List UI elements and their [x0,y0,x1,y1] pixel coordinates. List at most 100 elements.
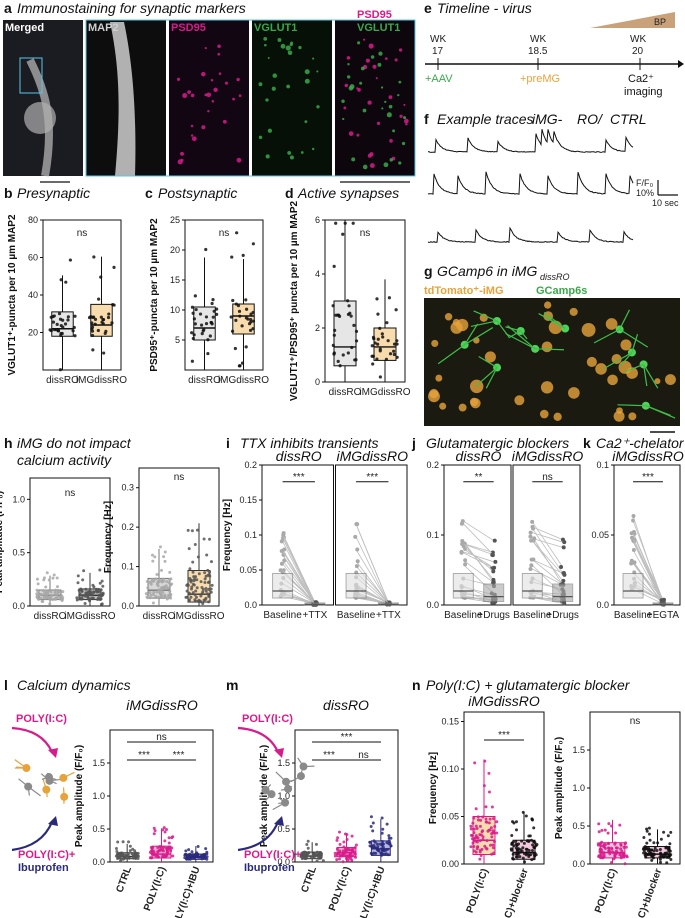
panel-e-letter: e [424,0,432,16]
x-label-i-0-1: +TTX [303,610,328,621]
data-point-h1 [39,593,43,597]
data-point-l [190,850,194,854]
x-label-j-1-0: Baseline [513,610,552,621]
data-point-c [247,322,252,326]
data-point-j [529,538,534,543]
data-point-h2 [209,590,213,594]
process-m [285,779,297,783]
data-point-d [331,343,335,347]
data-point-i [355,559,360,564]
data-point-n2 [661,855,665,859]
data-point-l [171,854,175,858]
data-point-j [463,562,468,567]
data-point-n1 [469,824,473,828]
data-point-n1 [484,817,488,821]
data-point-d [349,314,353,318]
data-point-d [352,323,356,327]
data-point-m [312,852,316,856]
data-point-n1 [475,827,479,831]
punctum [399,114,403,118]
punctum [398,161,402,165]
panel-b-title: Presynaptic [17,185,90,201]
imicroglia-cell [664,374,676,386]
data-point-n2 [666,834,670,838]
event-ca2: Ca2⁺ [628,73,654,85]
data-point-l [127,856,131,860]
data-point-d [354,339,359,343]
neurite [535,348,565,351]
data-point-h2 [204,587,208,591]
data-point-m [342,840,346,844]
data-point-n1 [476,818,480,822]
data-point-n1 [518,850,522,854]
data-point-c [215,312,219,316]
data-point-l [184,849,188,853]
data-point-c [211,297,215,302]
data-point-h2 [191,570,195,574]
data-point-m [380,831,384,835]
data-point-i [353,534,358,539]
data-point-n1 [520,839,524,843]
data-point-n1 [512,844,516,848]
data-point-h2 [195,586,199,590]
data-point-n1 [474,834,478,838]
data-point-b [49,328,53,333]
data-point-b [92,255,96,259]
data-point-m [306,846,310,850]
wk-20-value: 20 [632,46,644,57]
neurite [437,344,465,365]
punctum [369,163,375,169]
box-d-0 [333,300,357,367]
calcium-trace-2 [427,171,634,195]
data-point-c [214,307,219,311]
data-point-j [492,565,497,570]
sig-label-i-1: *** [366,472,378,483]
data-point-h2 [151,601,155,605]
data-point-c [210,301,214,306]
data-point-c [191,311,195,315]
data-point-d [376,342,380,346]
y-tick-label-d: 2 [315,323,320,333]
sig-label-h2: ns [174,472,185,483]
punctum [357,88,361,92]
data-point-h2 [207,600,211,604]
process-l [18,778,29,788]
data-point-n2 [597,830,601,834]
data-point-h2 [144,592,148,596]
data-point-n1 [524,814,528,818]
punctum [272,73,278,78]
data-point-h2 [185,589,189,593]
data-point-d [388,352,393,356]
plot-frame-i-1 [335,464,408,606]
data-point-m [344,847,348,851]
panel-a-title: Immunostaining for synaptic markers [17,0,246,16]
panel-n-title: Poly(I:C) + glutamatergic blocker [426,677,631,693]
punctum [304,120,308,124]
data-point-n1 [528,834,532,838]
y-axis-label-h2: Frequency [Hz] [103,501,114,573]
y-tick-label-h2: 0.2 [121,522,134,532]
data-point-b [91,315,96,319]
punctum [397,93,400,97]
data-point-h1 [52,573,56,577]
data-point-m [321,859,325,863]
data-point-l [152,832,156,836]
data-point-h1 [99,588,103,592]
punctum [267,128,273,133]
data-point-n1 [484,805,488,809]
data-point-n2 [606,831,610,835]
data-point-m [371,829,375,833]
data-point-j [561,571,566,576]
data-point-h2 [167,594,171,598]
x-label-m-1: POLY(I:C) [327,865,353,912]
data-point-n1 [472,816,476,820]
data-point-n2 [649,852,653,856]
data-point-b [112,265,116,269]
data-point-h2 [190,529,194,533]
data-point-n2 [653,846,657,850]
data-point-n1 [483,759,487,763]
scale-pct: 10% [636,188,654,198]
data-point-n1 [487,790,491,794]
data-point-h2 [168,570,172,574]
data-point-n2 [650,858,654,862]
